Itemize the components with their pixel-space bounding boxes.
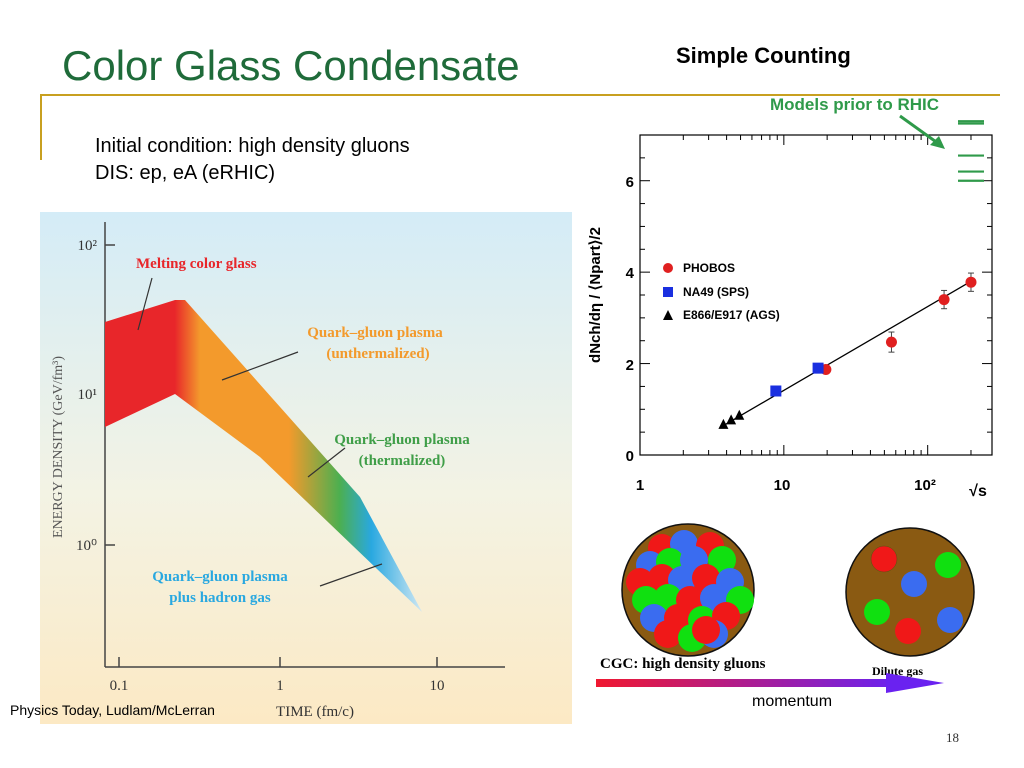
gluon-balls-dense xyxy=(626,530,754,652)
y-axis-label: dNch/dη / ⟨Npart⟩/2 xyxy=(587,227,604,363)
slide-title: Color Glass Condensate xyxy=(62,42,520,89)
region-label-qgp-unthermalized: Quark–gluon plasma xyxy=(307,325,443,341)
y-tick-label: 4 xyxy=(626,265,635,282)
legend-label: E866/E917 (AGS) xyxy=(683,308,780,322)
models-label: Models prior to RHIC xyxy=(770,95,940,114)
dilute-gas-illustration xyxy=(845,527,975,657)
data-point-e866 xyxy=(718,418,729,429)
region-label-qgp-hadron-sub: plus hadron gas xyxy=(169,590,271,606)
region-label-qgp-thermalized: Quark–gluon plasma xyxy=(334,432,470,448)
data-point-phobos xyxy=(965,276,977,288)
phase-diagram: Melting color glass Quark–gluon plasma (… xyxy=(40,212,572,724)
data-point-phobos xyxy=(938,294,950,306)
model-prediction-lines xyxy=(958,120,984,182)
region-label-qgp-unthermalized-sub: (unthermalized) xyxy=(326,346,429,362)
models-arrow-icon xyxy=(899,114,945,149)
body-text: Initial condition: high density gluons D… xyxy=(95,133,410,187)
region-label-qgp-hadron: Quark–gluon plasma xyxy=(152,569,288,585)
region-label-qgp-thermalized-sub: (thermalized) xyxy=(359,453,446,469)
data-point-na49 xyxy=(812,362,824,374)
energy-density-band xyxy=(105,300,422,612)
dilute-caption: Dilute gas xyxy=(872,664,923,678)
y-axis-label: ENERGY DENSITY (GeV/fm³) xyxy=(51,356,66,538)
y-tick-label: 2 xyxy=(626,357,634,374)
error-bars xyxy=(888,272,974,353)
x-tick-label: 10² xyxy=(914,477,936,494)
fit-line xyxy=(719,280,972,429)
chart-heading: Simple Counting xyxy=(676,43,851,68)
x-tick-label: 10 xyxy=(430,678,445,694)
x-tick-label: 1 xyxy=(636,477,644,494)
y-tick-label: 10¹ xyxy=(78,387,98,403)
y-tick-label: 10⁰ xyxy=(76,538,97,554)
legend-marker-phobos xyxy=(663,263,673,273)
legend-marker-na49 xyxy=(663,287,673,297)
gluon-ball xyxy=(692,616,720,644)
y-tick-label: 10² xyxy=(78,238,98,254)
title-rule-right xyxy=(560,94,1000,96)
data-point-phobos xyxy=(885,336,897,348)
data-point-e866 xyxy=(734,409,745,420)
dense-gluon-illustration xyxy=(621,523,755,657)
legend: PHOBOS NA49 (SPS) E866/E917 (AGS) xyxy=(663,261,780,322)
figure-credit: Physics Today, Ludlam/McLerran xyxy=(10,702,215,718)
momentum-label: momentum xyxy=(752,693,833,710)
gluon-ball xyxy=(654,620,682,648)
page-number: 18 xyxy=(946,730,959,745)
dense-caption: CGC: high density gluons xyxy=(600,656,766,672)
multiplicity-chart: 0 2 4 6 1 10 10² √s dNch/dη / ⟨Npart⟩/2 … xyxy=(587,120,993,500)
x-tick-label: 1 xyxy=(276,678,284,694)
legend-label: PHOBOS xyxy=(683,261,735,275)
x-axis-label: TIME (fm/c) xyxy=(276,704,354,720)
data-point-na49 xyxy=(770,385,782,397)
momentum-arrow-icon xyxy=(596,673,944,693)
title-rule-vertical xyxy=(40,94,42,160)
bullet-line-1: Initial condition: high density gluons xyxy=(95,135,410,157)
gluon-ball xyxy=(708,546,736,574)
bullet-line-2: DIS: ep, eA (eRHIC) xyxy=(95,162,276,184)
region-label-melting: Melting color glass xyxy=(136,256,257,272)
y-tick-label: 0 xyxy=(626,448,634,465)
x-tick-label: 0.1 xyxy=(110,678,129,694)
y-ticks xyxy=(640,134,992,456)
legend-marker-e866 xyxy=(663,310,673,320)
y-tick-label: 6 xyxy=(626,174,634,191)
data-point-e866 xyxy=(726,414,737,425)
x-ticks xyxy=(639,135,972,455)
legend-label: NA49 (SPS) xyxy=(683,285,749,299)
x-tick-label: 10 xyxy=(774,477,791,494)
data-points xyxy=(718,276,977,429)
x-axis-label: √s xyxy=(969,483,987,500)
title-rule xyxy=(40,94,568,96)
